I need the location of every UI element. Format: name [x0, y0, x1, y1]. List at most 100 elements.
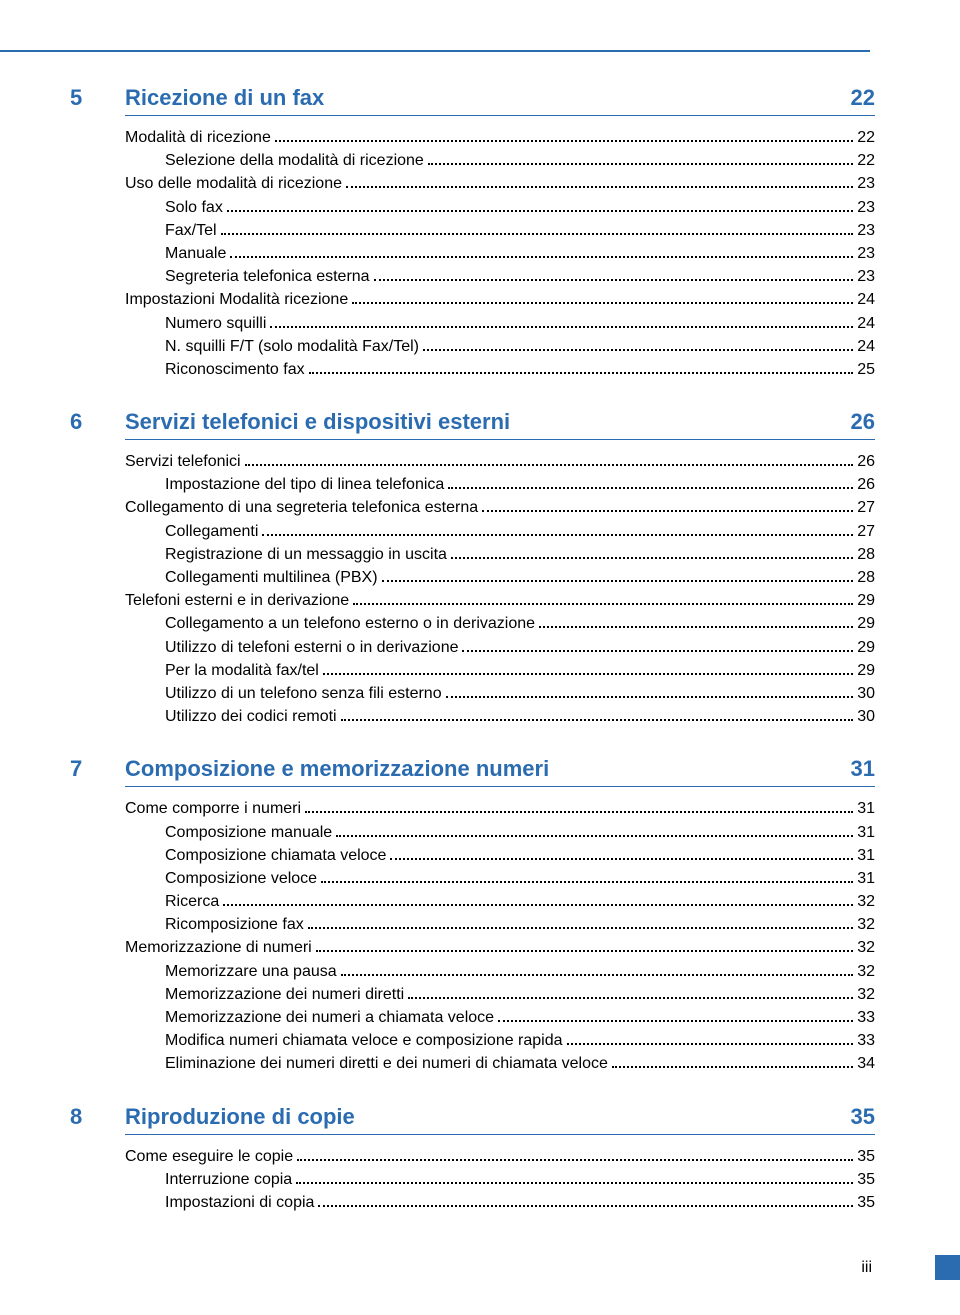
- section-heading[interactable]: 5Ricezione di un fax22: [70, 85, 875, 111]
- toc-entry[interactable]: Ricerca32: [70, 890, 875, 913]
- toc-entry-label: Ricerca: [165, 890, 219, 913]
- section-heading[interactable]: 6Servizi telefonici e dispositivi estern…: [70, 409, 875, 435]
- toc-entry[interactable]: Numero squilli24: [70, 312, 875, 335]
- toc-entry[interactable]: Telefoni esterni e in derivazione29: [70, 589, 875, 612]
- toc-entry-page: 28: [857, 543, 875, 566]
- toc-content: 5Ricezione di un fax22 Modalità di ricezi…: [70, 85, 875, 1214]
- toc-entry[interactable]: Ricomposizione fax32: [70, 913, 875, 936]
- toc-entry-label: Composizione manuale: [165, 821, 332, 844]
- toc-entry-label: Utilizzo dei codici remoti: [165, 705, 337, 728]
- toc-entry-page: 26: [857, 450, 875, 473]
- toc-entry-page: 26: [857, 473, 875, 496]
- toc-leader-dots: [352, 302, 853, 304]
- section-title: Servizi telefonici e dispositivi esterni: [125, 409, 825, 435]
- section-underline: [125, 115, 875, 116]
- toc-entry[interactable]: Manuale23: [70, 242, 875, 265]
- toc-entry-page: 35: [857, 1145, 875, 1168]
- toc-entry[interactable]: Utilizzo dei codici remoti30: [70, 705, 875, 728]
- toc-entry-label: Collegamento di una segreteria telefonic…: [125, 496, 478, 519]
- toc-leader-dots: [297, 1159, 853, 1161]
- toc-entry[interactable]: Utilizzo di un telefono senza fili ester…: [70, 682, 875, 705]
- section-page: 22: [825, 85, 875, 111]
- toc-entry[interactable]: Come comporre i numeri 31: [70, 797, 875, 820]
- section-heading[interactable]: 7Composizione e memorizzazione numeri31: [70, 756, 875, 782]
- toc-entry-label: N. squilli F/T (solo modalità Fax/Tel): [165, 335, 419, 358]
- toc-entry[interactable]: Per la modalità fax/tel29: [70, 659, 875, 682]
- toc-leader-dots: [316, 950, 853, 952]
- toc-entry[interactable]: Memorizzazione di numeri32: [70, 936, 875, 959]
- toc-entry[interactable]: Composizione chiamata veloce31: [70, 844, 875, 867]
- toc-entry[interactable]: Memorizzazione dei numeri diretti 32: [70, 983, 875, 1006]
- toc-entry-label: Selezione della modalità di ricezione: [165, 149, 424, 172]
- toc-leader-dots: [462, 650, 853, 652]
- toc-entry[interactable]: Impostazioni Modalità ricezione24: [70, 288, 875, 311]
- section-page: 31: [825, 756, 875, 782]
- toc-leader-dots: [221, 233, 854, 235]
- section-page: 35: [825, 1104, 875, 1130]
- toc-entry[interactable]: Collegamenti27: [70, 520, 875, 543]
- toc-entry-label: Impostazioni Modalità ricezione: [125, 288, 348, 311]
- toc-leader-dots: [270, 326, 853, 328]
- toc-entry-page: 23: [857, 219, 875, 242]
- toc-leader-dots: [498, 1020, 853, 1022]
- toc-entry[interactable]: Impostazioni di copia35: [70, 1191, 875, 1214]
- toc-entry-page: 32: [857, 983, 875, 1006]
- toc-entry-page: 33: [857, 1006, 875, 1029]
- toc-entry[interactable]: Solo fax23: [70, 196, 875, 219]
- section-number: 7: [70, 756, 125, 782]
- toc-entry-label: Utilizzo di un telefono senza fili ester…: [165, 682, 442, 705]
- toc-entry[interactable]: Collegamenti multilinea (PBX)28: [70, 566, 875, 589]
- toc-leader-dots: [305, 811, 853, 813]
- toc-entry-page: 29: [857, 636, 875, 659]
- toc-entry[interactable]: Riconoscimento fax25: [70, 358, 875, 381]
- toc-entry[interactable]: Modalità di ricezione 22: [70, 126, 875, 149]
- toc-entry[interactable]: Fax/Tel 23: [70, 219, 875, 242]
- toc-leader-dots: [612, 1066, 853, 1068]
- toc-entry[interactable]: Eliminazione dei numeri diretti e dei nu…: [70, 1052, 875, 1075]
- toc-entry[interactable]: Impostazione del tipo di linea telefonic…: [70, 473, 875, 496]
- toc-entry-page: 23: [857, 265, 875, 288]
- toc-leader-dots: [446, 696, 854, 698]
- section-heading[interactable]: 8Riproduzione di copie35: [70, 1104, 875, 1130]
- toc-leader-dots: [245, 464, 854, 466]
- toc-entry-page: 31: [857, 844, 875, 867]
- toc-entry[interactable]: Memorizzare una pausa32: [70, 960, 875, 983]
- toc-entry-label: Memorizzare una pausa: [165, 960, 337, 983]
- toc-entry[interactable]: Utilizzo di telefoni esterni o in deriva…: [70, 636, 875, 659]
- toc-leader-dots: [227, 210, 853, 212]
- toc-entry[interactable]: Selezione della modalità di ricezione22: [70, 149, 875, 172]
- toc-entry-label: Impostazioni di copia: [165, 1191, 314, 1214]
- toc-entry-page: 29: [857, 659, 875, 682]
- toc-entry[interactable]: Segreteria telefonica esterna 23: [70, 265, 875, 288]
- toc-entry[interactable]: Servizi telefonici26: [70, 450, 875, 473]
- toc-entry-label: Modalità di ricezione: [125, 126, 271, 149]
- toc-leader-dots: [296, 1182, 853, 1184]
- toc-entry-page: 31: [857, 797, 875, 820]
- toc-entry[interactable]: Composizione veloce31: [70, 867, 875, 890]
- toc-entry-label: Collegamento a un telefono esterno o in …: [165, 612, 535, 635]
- toc-entry-page: 23: [857, 242, 875, 265]
- toc-entry[interactable]: Modifica numeri chiamata veloce e compos…: [70, 1029, 875, 1052]
- toc-leader-dots: [482, 510, 853, 512]
- toc-entry[interactable]: Come eseguire le copie 35: [70, 1145, 875, 1168]
- toc-leader-dots: [275, 140, 853, 142]
- toc-entry[interactable]: Composizione manuale31: [70, 821, 875, 844]
- toc-entry-label: Come eseguire le copie: [125, 1145, 293, 1168]
- toc-entry[interactable]: Collegamento a un telefono esterno o in …: [70, 612, 875, 635]
- toc-entry-label: Come comporre i numeri: [125, 797, 301, 820]
- toc-entry[interactable]: Interruzione copia35: [70, 1168, 875, 1191]
- toc-entry-label: Segreteria telefonica esterna: [165, 265, 370, 288]
- toc-entry-page: 34: [857, 1052, 875, 1075]
- toc-entry-label: Eliminazione dei numeri diretti e dei nu…: [165, 1052, 608, 1075]
- toc-entry[interactable]: Memorizzazione dei numeri a chiamata vel…: [70, 1006, 875, 1029]
- toc-entry[interactable]: Uso delle modalità di ricezione23: [70, 172, 875, 195]
- toc-entry[interactable]: N. squilli F/T (solo modalità Fax/Tel)24: [70, 335, 875, 358]
- toc-leader-dots: [428, 163, 853, 165]
- toc-entry[interactable]: Registrazione di un messaggio in uscita2…: [70, 543, 875, 566]
- toc-entry-label: Memorizzazione dei numeri diretti: [165, 983, 404, 1006]
- toc-entry-label: Fax/Tel: [165, 219, 217, 242]
- toc-entry-page: 33: [857, 1029, 875, 1052]
- toc-entry-page: 22: [857, 126, 875, 149]
- toc-leader-dots: [309, 372, 854, 374]
- toc-entry[interactable]: Collegamento di una segreteria telefonic…: [70, 496, 875, 519]
